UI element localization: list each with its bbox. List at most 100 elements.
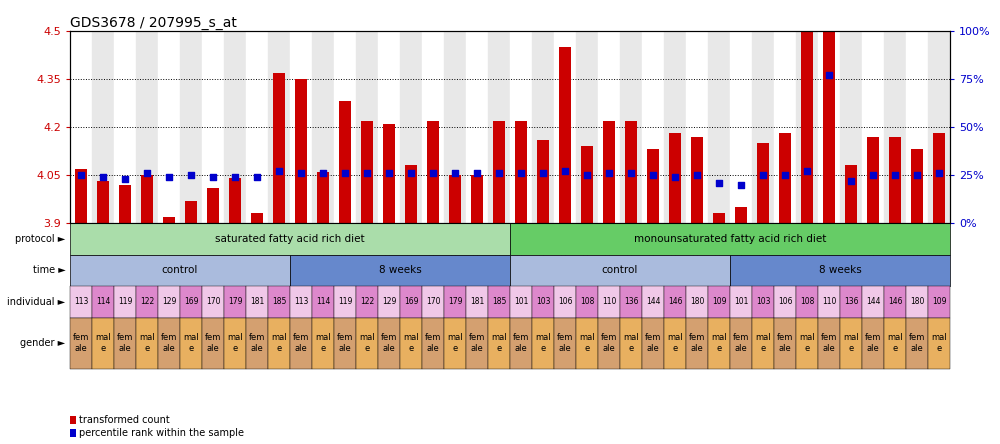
- Point: [711, 179, 727, 186]
- Bar: [757, 143, 769, 223]
- Text: fem
ale: fem ale: [645, 333, 661, 353]
- Bar: [273, 73, 285, 223]
- Point: [535, 170, 551, 177]
- Bar: [620, 286, 642, 318]
- Text: saturated fatty acid rich diet: saturated fatty acid rich diet: [215, 234, 365, 244]
- Bar: [356, 318, 378, 369]
- Bar: [554, 286, 576, 318]
- Bar: [708, 318, 730, 369]
- Bar: [796, 31, 818, 223]
- Bar: [818, 286, 840, 318]
- Bar: [576, 31, 598, 223]
- Point: [381, 170, 397, 177]
- Text: individual ►: individual ►: [7, 297, 66, 307]
- Bar: [383, 124, 395, 223]
- Point: [425, 170, 441, 177]
- Bar: [466, 318, 488, 369]
- Text: time ►: time ►: [33, 266, 66, 275]
- Bar: [444, 286, 466, 318]
- Text: mal
e: mal e: [887, 333, 903, 353]
- Bar: [444, 318, 466, 369]
- Bar: [730, 318, 752, 369]
- Text: mal
e: mal e: [623, 333, 639, 353]
- Text: mal
e: mal e: [843, 333, 859, 353]
- Text: mal
e: mal e: [403, 333, 419, 353]
- Text: mal
e: mal e: [227, 333, 243, 353]
- Text: mal
e: mal e: [579, 333, 595, 353]
- Text: fem
ale: fem ale: [381, 333, 397, 353]
- Point: [645, 171, 661, 178]
- Bar: [185, 201, 197, 223]
- Text: fem
ale: fem ale: [293, 333, 309, 353]
- Text: 119: 119: [118, 297, 132, 306]
- Bar: [180, 286, 202, 318]
- Text: 8 weeks: 8 weeks: [819, 266, 861, 275]
- Text: 109: 109: [932, 297, 946, 306]
- Bar: [119, 185, 131, 223]
- Point: [491, 170, 507, 177]
- Text: 122: 122: [140, 297, 154, 306]
- Bar: [708, 31, 730, 223]
- Text: fem
ale: fem ale: [689, 333, 705, 353]
- Bar: [75, 169, 87, 223]
- Bar: [405, 165, 417, 223]
- Text: 113: 113: [294, 297, 308, 306]
- Bar: [422, 31, 444, 223]
- Point: [183, 171, 199, 178]
- Text: mal
e: mal e: [183, 333, 199, 353]
- Text: fem
ale: fem ale: [117, 333, 133, 353]
- Bar: [70, 223, 510, 254]
- Bar: [576, 286, 598, 318]
- Bar: [70, 429, 76, 437]
- Bar: [400, 318, 422, 369]
- Text: 110: 110: [602, 297, 616, 306]
- Bar: [664, 31, 686, 223]
- Text: fem
ale: fem ale: [909, 333, 925, 353]
- Bar: [158, 31, 180, 223]
- Bar: [158, 286, 180, 318]
- Text: 113: 113: [74, 297, 88, 306]
- Bar: [488, 286, 510, 318]
- Bar: [686, 318, 708, 369]
- Bar: [928, 286, 950, 318]
- Text: 144: 144: [646, 297, 660, 306]
- Point: [623, 170, 639, 177]
- Point: [337, 170, 353, 177]
- Text: fem
ale: fem ale: [469, 333, 485, 353]
- Bar: [510, 223, 950, 254]
- Bar: [796, 318, 818, 369]
- Bar: [202, 286, 224, 318]
- Bar: [136, 286, 158, 318]
- Point: [601, 170, 617, 177]
- Bar: [202, 318, 224, 369]
- Bar: [334, 31, 356, 223]
- Bar: [752, 31, 774, 223]
- Bar: [466, 286, 488, 318]
- Bar: [163, 217, 175, 223]
- Bar: [290, 31, 312, 223]
- Point: [227, 173, 243, 180]
- Text: 109: 109: [712, 297, 726, 306]
- Bar: [576, 318, 598, 369]
- Text: control: control: [162, 266, 198, 275]
- Bar: [845, 165, 857, 223]
- Bar: [664, 318, 686, 369]
- Point: [557, 167, 573, 174]
- Bar: [92, 286, 114, 318]
- Bar: [928, 31, 950, 223]
- Point: [843, 177, 859, 184]
- Text: 180: 180: [910, 297, 924, 306]
- Point: [667, 173, 683, 180]
- Text: 136: 136: [624, 297, 638, 306]
- Bar: [92, 31, 114, 223]
- Bar: [532, 31, 554, 223]
- Bar: [339, 101, 351, 223]
- Bar: [840, 286, 862, 318]
- Text: 122: 122: [360, 297, 374, 306]
- Text: GDS3678 / 207995_s_at: GDS3678 / 207995_s_at: [70, 16, 237, 30]
- Point: [139, 170, 155, 177]
- Bar: [488, 318, 510, 369]
- Bar: [136, 318, 158, 369]
- Text: fem
ale: fem ale: [865, 333, 881, 353]
- Bar: [889, 137, 901, 223]
